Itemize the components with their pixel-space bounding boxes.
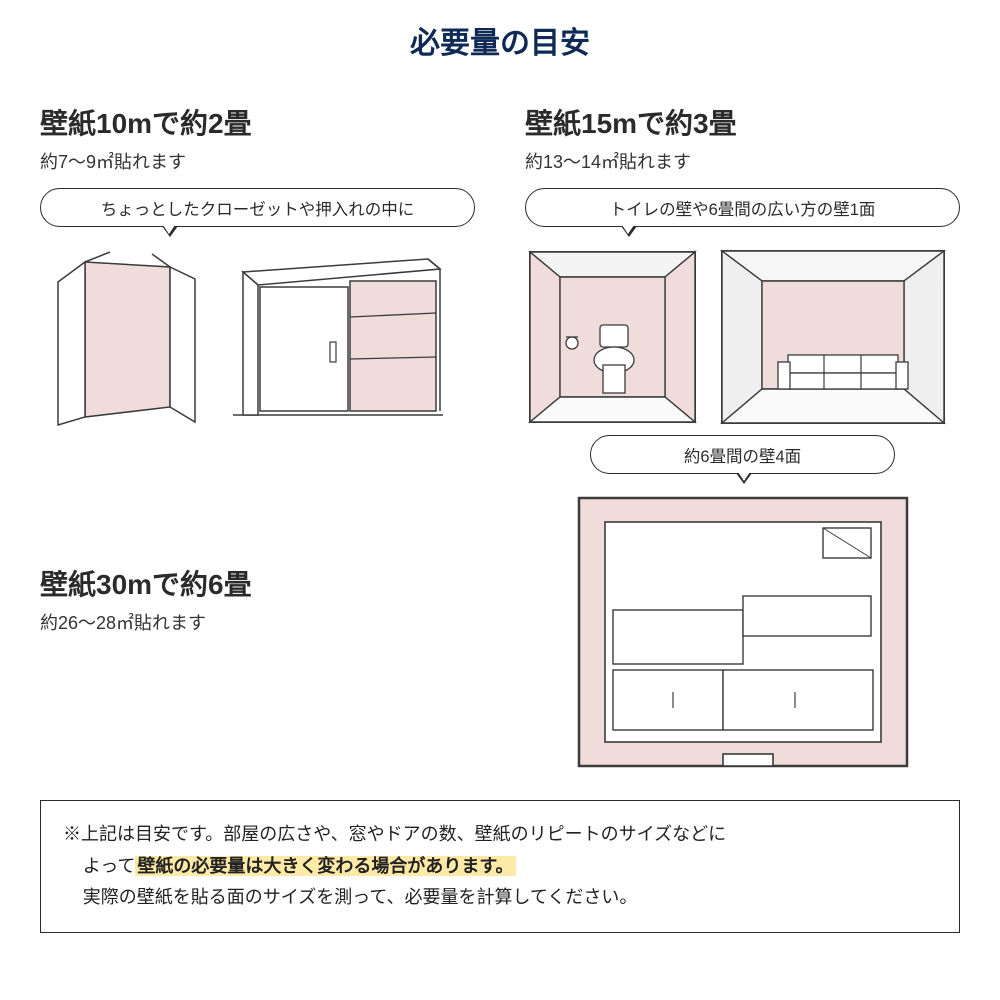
bubble-label: ちょっとしたクローゼットや押入れの中に xyxy=(40,188,475,227)
bubble-wrap: ちょっとしたクローゼットや押入れの中に xyxy=(40,188,475,227)
bubble-label: トイレの壁や6畳間の広い方の壁1面 xyxy=(525,188,960,227)
note-line-1: ※上記は目安です。部屋の広さや、窓やドアの数、壁紙のリピートのサイズなどに xyxy=(63,819,937,851)
cell-heading: 壁紙15mで約3畳 xyxy=(525,102,960,142)
bubble-wrap: トイレの壁や6畳間の広い方の壁1面 xyxy=(525,188,960,227)
room-topdown-icon xyxy=(573,492,913,772)
note-line-3: 実際の壁紙を貼る面のサイズを測って、必要量を計算してください。 xyxy=(63,882,937,914)
bubble-wrap: 約6畳間の壁4面 xyxy=(590,435,895,474)
disclaimer-box: ※上記は目安です。部屋の広さや、窓やドアの数、壁紙のリピートのサイズなどに よっ… xyxy=(40,800,960,933)
cell-sub: 約7～9㎡貼れます xyxy=(40,148,475,174)
illustration-row xyxy=(40,247,475,427)
cell-heading: 壁紙10mで約2畳 xyxy=(40,102,475,142)
illustration-row xyxy=(525,247,960,427)
cell-sub: 約13～14㎡貼れます xyxy=(525,148,960,174)
closet-sliding-icon xyxy=(228,247,448,427)
toilet-room-icon xyxy=(525,247,700,427)
cell-10m: 壁紙10mで約2畳 約7～9㎡貼れます ちょっとしたクローゼットや押入れの中に xyxy=(40,102,475,427)
bubble-label: 約6畳間の壁4面 xyxy=(590,435,895,474)
bubble-tail-icon xyxy=(621,226,637,237)
cell-30m: 壁紙30mで約6畳 約26～28㎡貼れます xyxy=(40,563,475,649)
infographic-container: 必要量の目安 壁紙10mで約2畳 約7～9㎡貼れます ちょっとしたクローゼットや… xyxy=(0,0,1000,953)
note-line-2-pre: よって xyxy=(83,856,136,876)
living-one-wall-icon xyxy=(718,247,948,427)
bubble-tail-icon xyxy=(162,226,178,237)
illustration-row xyxy=(525,492,960,772)
note-line-2: よって壁紙の必要量は大きく変わる場合があります。 xyxy=(63,851,937,883)
cell-sub: 約26～28㎡貼れます xyxy=(40,609,475,635)
note-highlight: 壁紙の必要量は大きく変わる場合があります。 xyxy=(135,856,515,876)
cell-6jo-4walls: 約6畳間の壁4面 xyxy=(525,435,960,772)
bottom-row: 壁紙30mで約6畳 約26～28㎡貼れます 約6畳間の壁4面 xyxy=(40,439,960,772)
cells-grid: 壁紙10mで約2畳 約7～9㎡貼れます ちょっとしたクローゼットや押入れの中に xyxy=(40,102,960,427)
closet-open-icon xyxy=(40,247,210,427)
bubble-tail-icon xyxy=(736,473,752,484)
page-title: 必要量の目安 xyxy=(40,18,960,62)
cell-heading: 壁紙30mで約6畳 xyxy=(40,563,475,603)
cell-15m: 壁紙15mで約3畳 約13～14㎡貼れます トイレの壁や6畳間の広い方の壁1面 xyxy=(525,102,960,427)
